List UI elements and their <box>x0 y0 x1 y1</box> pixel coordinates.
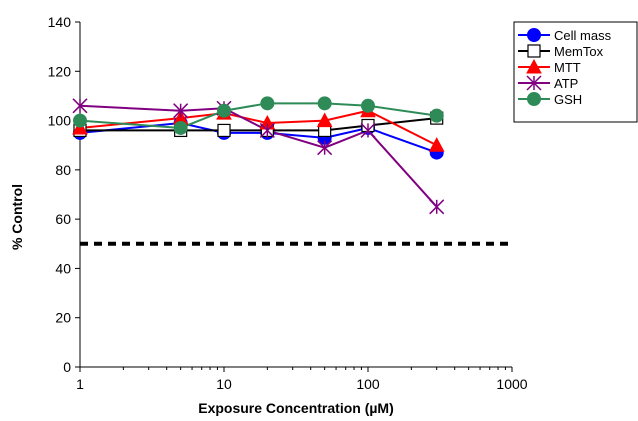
data-point-atp <box>429 199 445 215</box>
data-point-atp <box>72 98 88 114</box>
legend-label-gsh: GSH <box>554 92 582 107</box>
data-point-gsh <box>173 120 188 135</box>
data-point-gsh <box>260 96 275 111</box>
data-point-mtt <box>428 137 445 152</box>
y-tick-label: 40 <box>55 260 71 276</box>
y-tick-label: 0 <box>63 359 71 375</box>
data-point-mtt <box>316 112 333 128</box>
x-axis-title: Exposure Concentration (µM) <box>198 400 394 416</box>
y-tick-label: 140 <box>48 14 72 30</box>
data-point-gsh <box>429 108 444 123</box>
x-tick-label: 1000 <box>496 376 527 392</box>
y-axis-title: % Control <box>9 184 25 250</box>
legend-label-cell-mass: Cell mass <box>554 28 612 43</box>
y-tick-label: 120 <box>48 63 72 79</box>
legend-marker-atp <box>526 75 542 91</box>
y-tick-label: 20 <box>55 310 71 326</box>
data-point-gsh <box>73 113 87 128</box>
y-tick-label: 100 <box>48 113 72 129</box>
data-point-atp <box>317 140 333 156</box>
x-tick-label: 10 <box>216 376 232 392</box>
legend-marker-gsh <box>527 92 541 106</box>
data-point-atp <box>360 122 376 138</box>
y-tick-label: 80 <box>55 162 71 178</box>
x-tick-label: 1 <box>76 376 84 392</box>
y-tick-label: 60 <box>55 211 71 227</box>
data-point-gsh <box>317 96 332 111</box>
data-point-memtox <box>217 123 231 138</box>
data-point-gsh <box>217 103 231 118</box>
legend-label-atp: ATP <box>554 76 578 91</box>
legend-label-mtt: MTT <box>554 60 581 75</box>
data-point-gsh <box>361 98 375 113</box>
data-point-atp <box>259 122 275 138</box>
legend-marker-cell-mass <box>527 28 541 42</box>
x-tick-label: 100 <box>356 376 380 392</box>
data-point-atp <box>173 103 189 119</box>
legend-marker-memtox <box>527 44 541 58</box>
legend-label-memtox: MemTox <box>554 44 604 59</box>
legend-marker-mtt <box>526 58 542 74</box>
